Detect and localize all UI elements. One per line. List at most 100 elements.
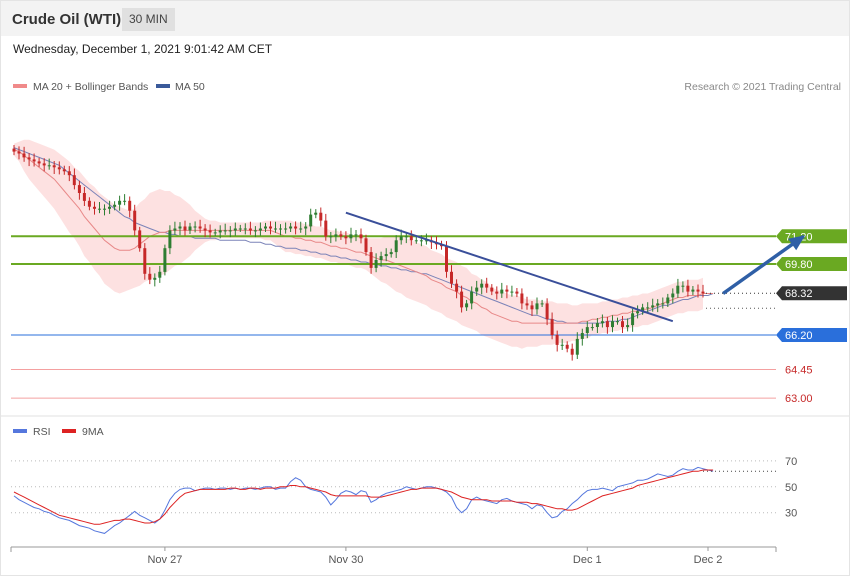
rsi-legend-label: RSI — [33, 426, 51, 438]
candle — [530, 301, 534, 316]
candle — [656, 299, 660, 313]
x-tick-label: Dec 2 — [694, 554, 723, 566]
candle — [279, 224, 282, 236]
candle-body — [636, 311, 640, 314]
candle-body — [480, 283, 484, 288]
candle — [414, 236, 418, 244]
candle-body — [264, 226, 267, 229]
candle-body — [72, 175, 76, 186]
candle-body — [460, 291, 464, 308]
candle-body — [485, 283, 489, 288]
candle-body — [223, 230, 227, 232]
candle-body — [656, 303, 660, 306]
candle-body — [304, 226, 308, 229]
candle-body — [238, 228, 242, 230]
candle-body — [324, 220, 328, 237]
ma50-legend-label: MA 50 — [175, 81, 205, 93]
candle-body — [87, 200, 91, 207]
candle — [570, 343, 574, 361]
candle — [138, 226, 142, 252]
candle-body — [661, 303, 665, 305]
candle — [47, 158, 51, 170]
candle-body — [590, 327, 594, 329]
candle-body — [289, 226, 293, 229]
ma50-legend-swatch — [156, 84, 170, 88]
candle-body — [616, 321, 619, 323]
level-tag-bg — [776, 328, 847, 342]
candle-body — [530, 305, 534, 310]
candle — [636, 305, 640, 319]
candle-body — [495, 291, 499, 294]
candle-body — [62, 169, 66, 172]
candle — [168, 225, 172, 255]
forecast-arrow-shaft — [722, 234, 805, 295]
candle — [369, 247, 373, 274]
candle — [595, 318, 599, 333]
candle — [12, 145, 16, 156]
candle-body — [455, 283, 459, 292]
candle — [52, 161, 56, 174]
candle — [671, 288, 675, 304]
candle — [198, 219, 202, 233]
candle-body — [82, 193, 86, 201]
candle-body — [611, 321, 614, 328]
candle — [404, 232, 408, 244]
candle-body — [138, 230, 142, 249]
level-label-64-45: 64.45 — [785, 365, 813, 377]
candle-body — [414, 240, 418, 242]
candle — [243, 223, 247, 235]
candle-body — [535, 303, 539, 310]
candle — [193, 221, 197, 233]
candle — [143, 243, 147, 280]
candle — [173, 221, 177, 235]
candle — [319, 207, 323, 227]
candle-body — [158, 271, 162, 278]
candle-body — [646, 307, 650, 309]
timeframe-badge[interactable]: 30 MIN — [122, 8, 175, 31]
candle — [580, 328, 584, 346]
candle-body — [208, 230, 212, 233]
candle — [505, 285, 509, 299]
rsi-level-label-30: 30 — [785, 508, 797, 520]
candle-body — [329, 236, 333, 238]
candle — [274, 221, 277, 233]
candle — [329, 232, 333, 244]
candle-body — [500, 289, 504, 294]
candle-body — [520, 293, 524, 304]
candle-body — [37, 161, 41, 164]
instrument-title: Crude Oil (WTI) — [12, 11, 122, 28]
candle — [314, 209, 318, 219]
level-tag-label: 66.20 — [785, 330, 813, 342]
candle — [304, 222, 308, 236]
candle-body — [163, 248, 167, 272]
candle — [82, 187, 86, 206]
candle-body — [153, 277, 157, 280]
candle — [98, 202, 101, 214]
candle-body — [565, 344, 569, 349]
candle — [284, 222, 288, 234]
candle-body — [379, 256, 383, 260]
candle-body — [450, 271, 453, 284]
candle — [113, 201, 117, 211]
candle — [62, 165, 66, 175]
candle — [485, 277, 489, 293]
candle — [269, 221, 272, 235]
candle-body — [445, 246, 448, 272]
candle — [37, 157, 41, 167]
candle — [475, 280, 479, 296]
candle-body — [193, 226, 197, 228]
x-tick-label: Nov 27 — [147, 554, 182, 566]
candle-body — [103, 208, 106, 210]
candle — [465, 299, 469, 311]
candle-body — [354, 234, 358, 236]
candle — [621, 316, 624, 333]
candle — [228, 226, 232, 238]
candle — [118, 195, 122, 211]
forecast-arrow-head — [788, 235, 806, 251]
candle-body — [274, 228, 277, 230]
candle-body — [580, 333, 584, 339]
candle — [605, 316, 609, 334]
candle-body — [178, 226, 182, 229]
candle — [525, 296, 529, 310]
candle-body — [198, 226, 202, 229]
